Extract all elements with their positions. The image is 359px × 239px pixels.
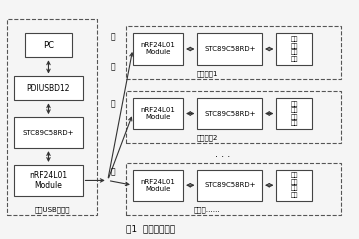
Text: 终端节点2: 终端节点2	[197, 135, 218, 141]
Text: 终端节点1: 终端节点1	[197, 70, 218, 77]
Bar	[276, 98, 312, 129]
Bar	[197, 33, 262, 65]
Text: 根据
需求
应用
电路: 根据 需求 应用 电路	[291, 101, 298, 126]
Bar	[197, 170, 262, 201]
Text: 信: 信	[111, 168, 115, 177]
Bar	[133, 170, 183, 201]
Bar	[276, 170, 312, 201]
Bar	[14, 117, 83, 148]
Bar	[25, 33, 72, 57]
Text: nRF24L01
Module: nRF24L01 Module	[140, 107, 176, 120]
Text: 终端节……: 终端节……	[194, 206, 221, 213]
Text: PDIUSBD12: PDIUSBD12	[27, 84, 70, 93]
Bar	[126, 26, 341, 79]
Text: nRF24L01
Module: nRF24L01 Module	[140, 43, 176, 55]
Text: 图1  系统功能框图: 图1 系统功能框图	[126, 224, 175, 233]
Bar	[133, 98, 183, 129]
Text: nRF24L01
Module: nRF24L01 Module	[29, 171, 67, 190]
Text: 无: 无	[111, 33, 115, 42]
Text: STC89C58RD+: STC89C58RD+	[204, 110, 256, 117]
Bar	[14, 165, 83, 196]
Text: 线: 线	[111, 62, 115, 71]
Bar	[14, 76, 83, 100]
Bar	[7, 19, 97, 215]
Text: 根据
需求
应用
电路: 根据 需求 应用 电路	[291, 173, 298, 198]
Text: PC: PC	[43, 41, 54, 50]
Bar	[276, 33, 312, 65]
Text: 根据
需求
应用
电路: 根据 需求 应用 电路	[291, 36, 298, 62]
Bar	[197, 98, 262, 129]
Text: 无线USB控制器: 无线USB控制器	[34, 206, 70, 213]
Text: STC89C58RD+: STC89C58RD+	[23, 130, 74, 136]
Bar	[133, 33, 183, 65]
Bar	[126, 163, 341, 215]
Bar	[126, 91, 341, 143]
Text: 通: 通	[111, 99, 115, 109]
Text: STC89C58RD+: STC89C58RD+	[204, 46, 256, 52]
Text: nRF24L01
Module: nRF24L01 Module	[140, 179, 176, 192]
Text: . . .: . . .	[215, 149, 230, 159]
Text: STC89C58RD+: STC89C58RD+	[204, 182, 256, 188]
